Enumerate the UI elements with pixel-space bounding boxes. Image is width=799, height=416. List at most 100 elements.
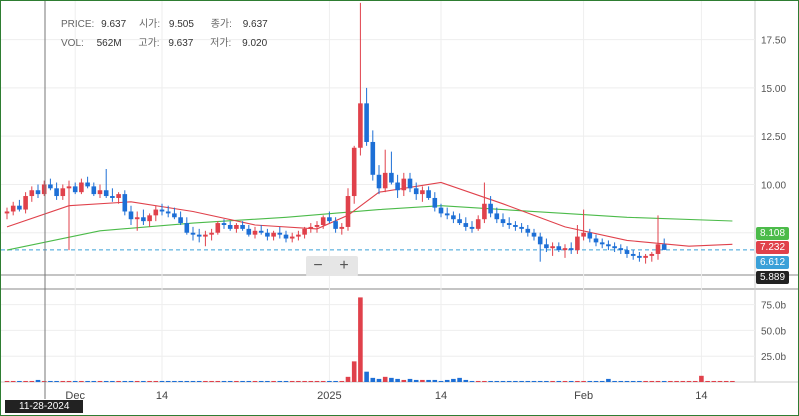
volume-bar bbox=[686, 380, 692, 382]
volume-bar bbox=[23, 380, 28, 382]
candle-body bbox=[10, 205, 16, 212]
volume-bar bbox=[265, 380, 270, 382]
volume-bar bbox=[48, 380, 53, 382]
candle-body bbox=[17, 205, 22, 210]
volume-bar bbox=[382, 376, 388, 382]
candle-body bbox=[370, 141, 376, 175]
volume-bar bbox=[283, 380, 289, 382]
candle-body bbox=[178, 217, 183, 224]
zoom-out-button[interactable]: − bbox=[313, 257, 323, 274]
candle-body bbox=[265, 232, 270, 237]
candle-body bbox=[649, 253, 655, 256]
volume-bar bbox=[345, 376, 351, 382]
high-value: 9.637 bbox=[168, 38, 194, 49]
volume-info-row: VOL: 562M 고가: 9.637 저가: 9.020 bbox=[61, 34, 267, 49]
volume-bar bbox=[389, 377, 394, 382]
candle-body bbox=[389, 172, 394, 183]
volume-bar bbox=[314, 380, 320, 382]
candle-body bbox=[587, 232, 593, 239]
volume-bar bbox=[680, 380, 686, 382]
volume-bar bbox=[630, 380, 636, 382]
close-value: 9.637 bbox=[242, 19, 268, 30]
candle-body bbox=[426, 190, 431, 198]
candle-body bbox=[110, 196, 115, 198]
candle-body bbox=[308, 226, 314, 229]
volume-bar bbox=[128, 380, 134, 382]
volume-bar bbox=[252, 380, 258, 382]
candle-body bbox=[97, 190, 103, 195]
volume-bar bbox=[506, 380, 512, 382]
volume-bar bbox=[668, 380, 673, 382]
candle-body bbox=[630, 253, 636, 256]
volume-bar bbox=[413, 379, 419, 382]
candle-body bbox=[184, 223, 190, 233]
volume-bar bbox=[513, 380, 518, 382]
candle-body bbox=[302, 228, 307, 235]
candle-body bbox=[612, 246, 617, 249]
zoom-in-button[interactable]: + bbox=[339, 257, 349, 274]
candle-body bbox=[85, 182, 90, 187]
candle-body bbox=[407, 178, 413, 189]
candle-body bbox=[606, 244, 611, 247]
candle-body bbox=[661, 244, 667, 250]
last-price-tag: 6.612 bbox=[756, 256, 790, 269]
candle-body bbox=[35, 190, 41, 195]
volume-bar bbox=[141, 380, 146, 382]
volume-bar bbox=[544, 380, 549, 382]
volume-bar bbox=[531, 380, 537, 382]
volume-bar bbox=[488, 380, 493, 382]
volume-bar bbox=[221, 380, 227, 382]
candle-body bbox=[41, 184, 47, 195]
ma-long-line bbox=[6, 205, 733, 251]
candle-body bbox=[494, 213, 500, 220]
candle-body bbox=[593, 238, 599, 243]
volume-bar bbox=[29, 380, 35, 382]
candle-body bbox=[221, 223, 227, 225]
volume-bar bbox=[463, 379, 469, 382]
candle-body bbox=[215, 223, 221, 233]
volume-bar bbox=[556, 380, 562, 382]
candle-body bbox=[599, 242, 605, 245]
candle-body bbox=[246, 228, 252, 235]
volume-bar bbox=[618, 380, 624, 382]
candle-body bbox=[203, 234, 208, 237]
candle-body bbox=[382, 172, 388, 189]
candle-body bbox=[79, 182, 84, 193]
candle-body bbox=[289, 236, 295, 239]
volume-bar bbox=[420, 379, 425, 382]
volume-bar bbox=[153, 380, 159, 382]
volume-bar bbox=[699, 375, 704, 382]
volume-bar bbox=[575, 380, 580, 382]
volume-bar bbox=[469, 380, 475, 382]
volume-bar bbox=[692, 380, 698, 382]
volume-bar bbox=[426, 379, 431, 382]
volume-bar bbox=[227, 380, 233, 382]
candle-body bbox=[469, 226, 475, 229]
ma-short-price-tag: 7.232 bbox=[756, 241, 790, 254]
volume-bar bbox=[376, 378, 382, 382]
candle-body bbox=[376, 174, 382, 189]
candle-body bbox=[581, 232, 586, 237]
price-value: 9.637 bbox=[101, 19, 127, 30]
candle-body bbox=[258, 230, 264, 233]
volume-bar bbox=[240, 380, 245, 382]
volume-bar bbox=[10, 380, 16, 382]
volume-bar bbox=[401, 379, 407, 382]
candle-body bbox=[134, 217, 140, 220]
volume-bar bbox=[103, 380, 109, 382]
volume-bar bbox=[172, 380, 177, 382]
candle-body bbox=[103, 190, 109, 197]
candle-body bbox=[320, 217, 326, 225]
volume-bar bbox=[637, 380, 642, 382]
volume-bar bbox=[258, 380, 264, 382]
candle-body bbox=[277, 232, 283, 235]
volume-bar bbox=[308, 380, 314, 382]
volume-bar bbox=[277, 380, 283, 382]
candle-body bbox=[296, 234, 301, 237]
volume-bar bbox=[54, 380, 59, 382]
volume-bar bbox=[370, 377, 376, 382]
volume-bar bbox=[717, 380, 723, 382]
volume-bar bbox=[649, 380, 655, 382]
